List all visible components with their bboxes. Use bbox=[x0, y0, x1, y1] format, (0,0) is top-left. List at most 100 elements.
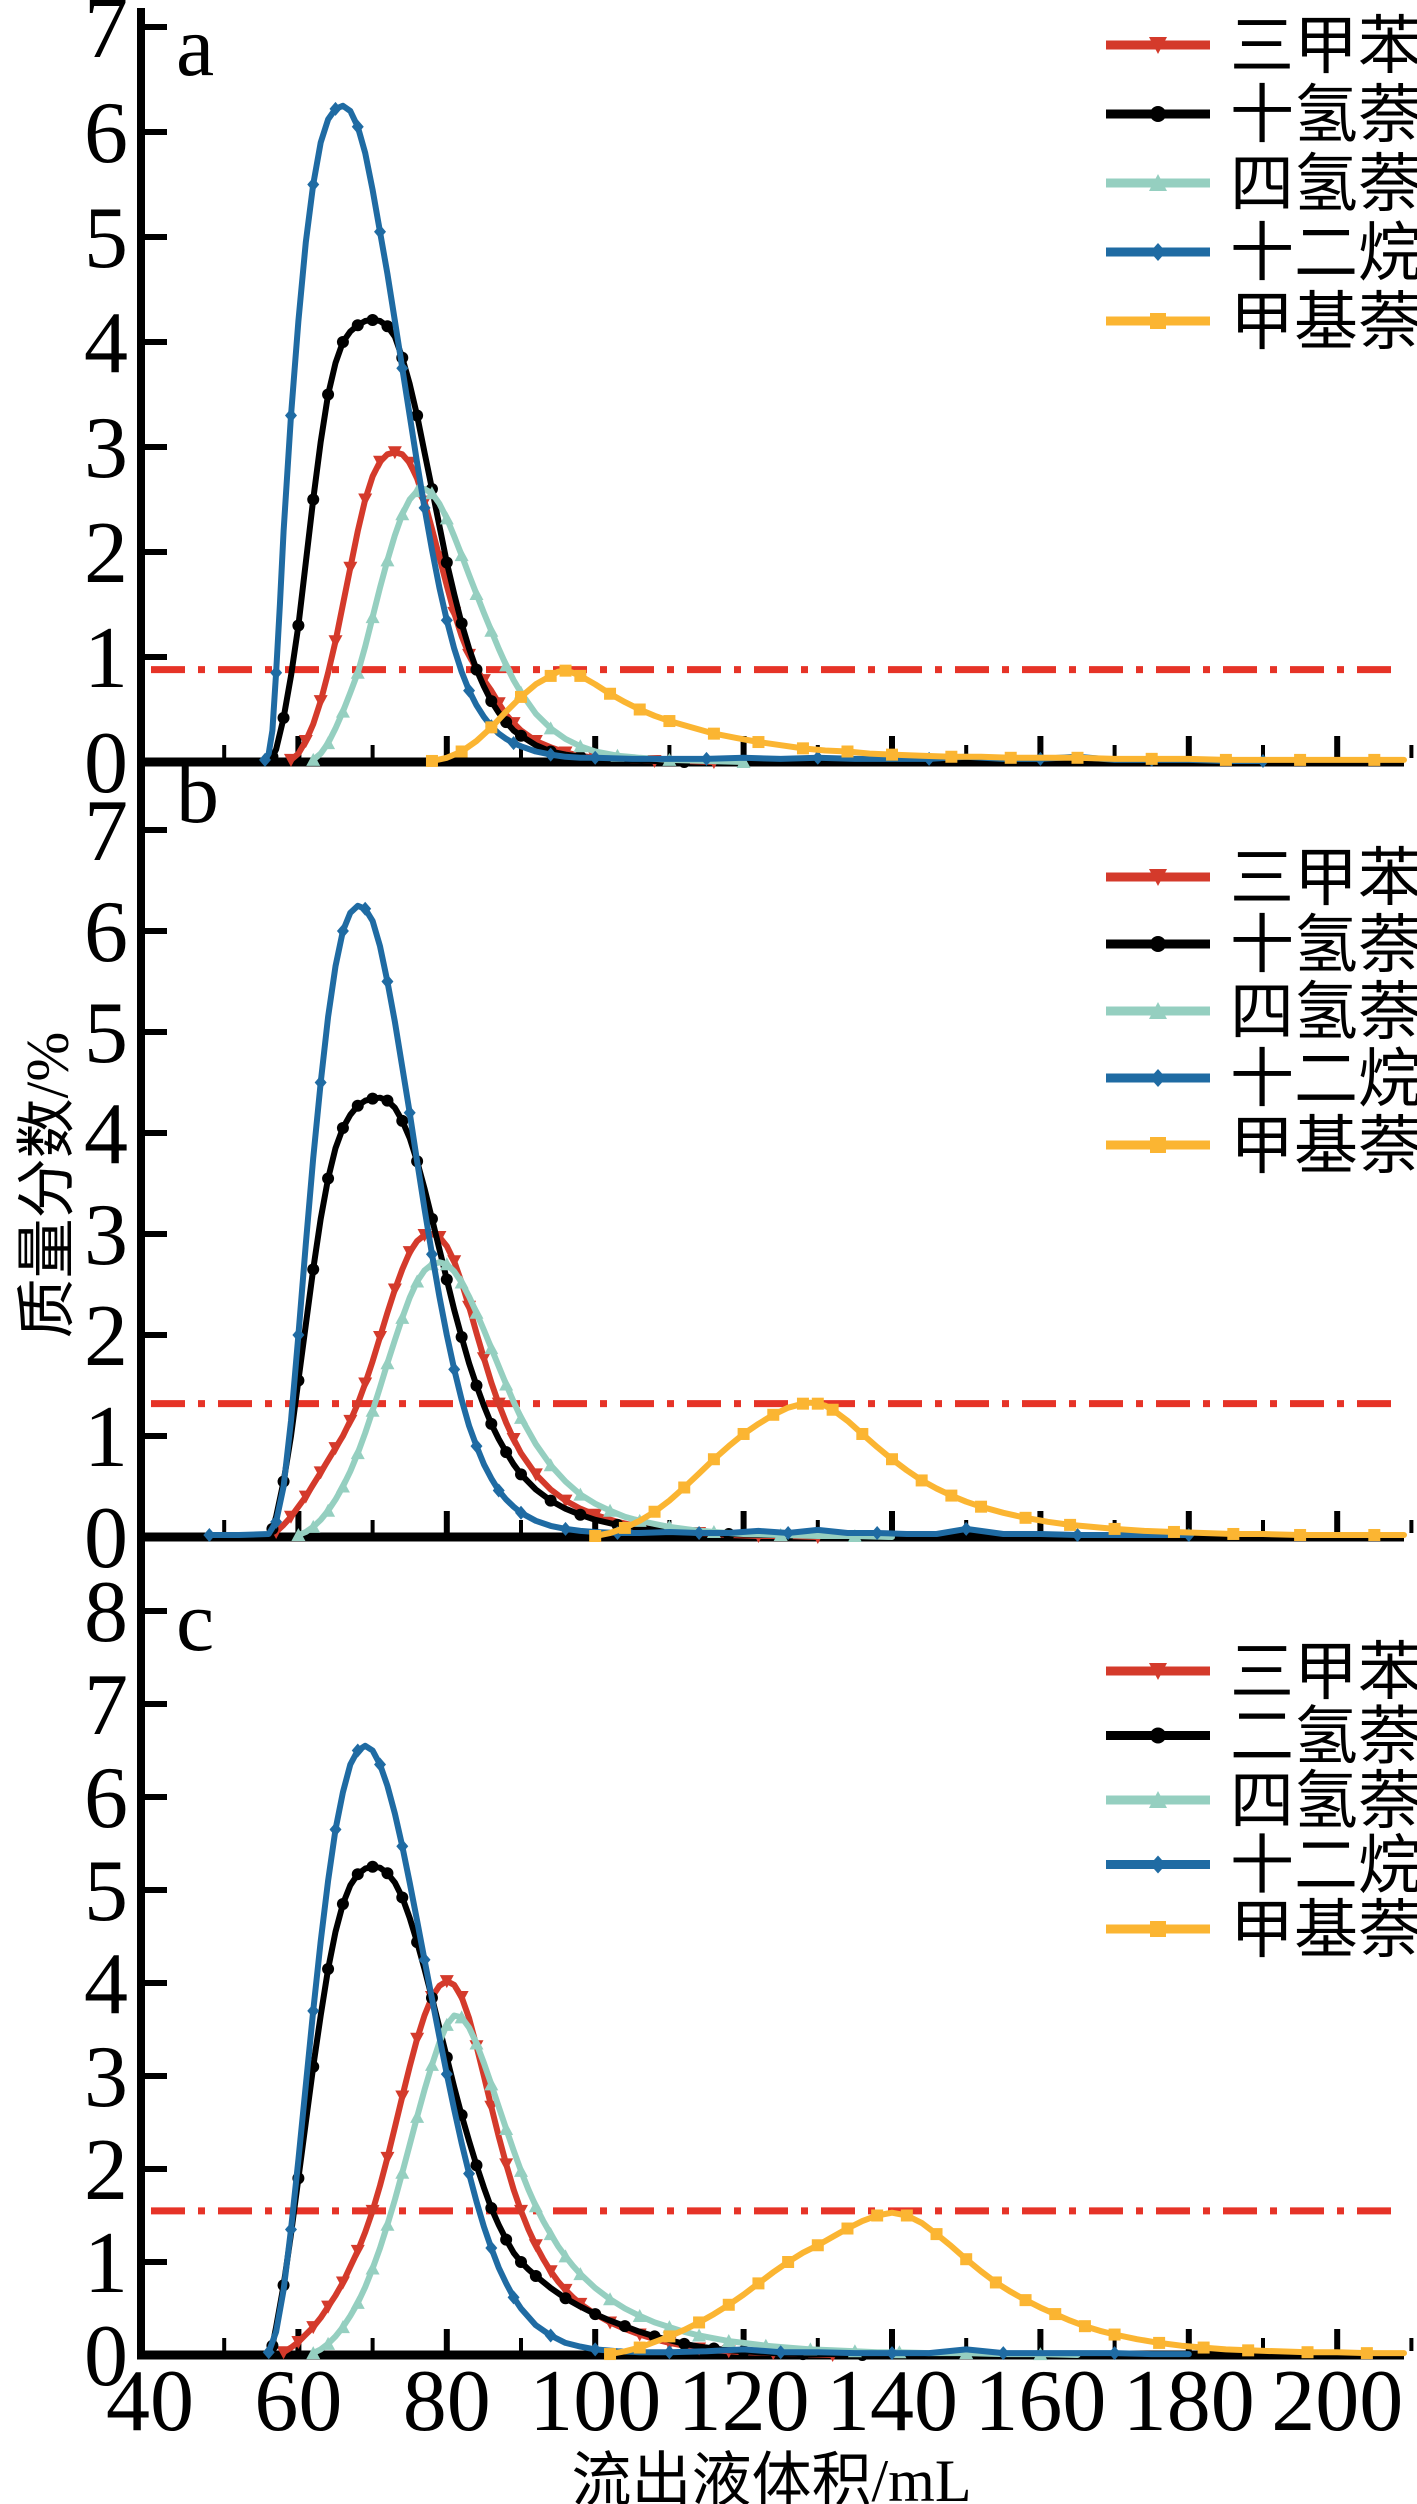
marker-diamond bbox=[396, 1839, 409, 1854]
marker-triangle-down bbox=[358, 1377, 373, 1391]
marker-triangle-up bbox=[603, 2292, 618, 2306]
y-tick-label: 7 bbox=[84, 1657, 128, 1754]
marker-triangle-up bbox=[365, 610, 380, 624]
marker-circle bbox=[485, 1417, 498, 1430]
marker-square bbox=[1167, 1525, 1180, 1538]
legend-marker-triangle-down bbox=[1149, 869, 1167, 886]
marker-circle bbox=[515, 2256, 527, 2268]
marker-circle bbox=[440, 556, 453, 569]
marker-square bbox=[1019, 2294, 1032, 2307]
marker-diamond bbox=[589, 2342, 602, 2357]
panel-b-series-4-line bbox=[592, 1399, 1407, 1539]
marker-triangle-down bbox=[558, 1494, 573, 1508]
marker-triangle-up bbox=[543, 1458, 558, 1472]
marker-triangle-down bbox=[528, 2239, 543, 2253]
legend-label: 十二烷 bbox=[1230, 1831, 1417, 1902]
marker-square bbox=[1153, 2336, 1166, 2349]
marker-diamond bbox=[515, 1505, 527, 1520]
panel-a-series-3-line bbox=[262, 102, 1266, 764]
marker-triangle-up bbox=[558, 2249, 573, 2263]
marker-triangle-up bbox=[528, 2199, 543, 2213]
x-tick-label: 60 bbox=[254, 2353, 342, 2450]
y-tick-label: 8 bbox=[84, 1564, 128, 1661]
marker-diamond bbox=[329, 101, 342, 116]
marker-square bbox=[604, 687, 617, 700]
panel-label-b: b bbox=[176, 745, 219, 841]
marker-triangle-up bbox=[573, 739, 588, 753]
marker-diamond bbox=[997, 2346, 1010, 2361]
legend-label: 三甲苯 bbox=[1230, 1637, 1417, 1708]
marker-square bbox=[1078, 2320, 1091, 2333]
marker-triangle-down bbox=[543, 2265, 558, 2279]
panel-c-series-3-markers bbox=[262, 1743, 1121, 2361]
legend-marker-circle bbox=[1150, 106, 1166, 122]
marker-square bbox=[485, 721, 498, 734]
marker-square bbox=[663, 715, 676, 728]
marker-circle bbox=[515, 1468, 527, 1481]
marker-square bbox=[1197, 2341, 1210, 2354]
marker-diamond bbox=[871, 1525, 884, 1540]
marker-triangle-down bbox=[313, 1466, 328, 1480]
legend-marker-triangle-down bbox=[1149, 1663, 1167, 1680]
marker-circle bbox=[485, 2202, 498, 2215]
marker-triangle-down bbox=[298, 1490, 313, 1504]
marker-circle bbox=[515, 729, 527, 742]
legend-marker-circle bbox=[1150, 936, 1166, 952]
panel-a-legend-item-4: 甲基萘 bbox=[1106, 287, 1417, 358]
marker-triangle-up bbox=[335, 2320, 350, 2334]
marker-square bbox=[1242, 2344, 1255, 2357]
legend-label: 三甲苯 bbox=[1230, 843, 1417, 914]
legend-marker-diamond bbox=[1150, 1855, 1166, 1874]
marker-square bbox=[960, 2253, 973, 2266]
marker-square bbox=[678, 1481, 691, 1494]
panel-c-legend-item-3: 十二烷 bbox=[1106, 1831, 1417, 1902]
marker-square bbox=[1145, 752, 1158, 765]
x-tick-label: 100 bbox=[529, 2353, 661, 2450]
panel-a-legend-item-3: 十二烷 bbox=[1106, 218, 1417, 289]
marker-triangle-down bbox=[476, 1352, 491, 1366]
marker-diamond bbox=[463, 2166, 476, 2181]
marker-diamond bbox=[448, 1362, 461, 1377]
legend-label: 甲基萘 bbox=[1230, 1111, 1417, 1182]
marker-triangle-up bbox=[454, 1275, 469, 1289]
panel-a-legend-item-1: 十氢萘 bbox=[1106, 80, 1417, 151]
marker-triangle-up bbox=[365, 1403, 380, 1417]
marker-triangle-down bbox=[276, 2346, 291, 2360]
marker-diamond bbox=[381, 974, 394, 989]
marker-triangle-down bbox=[358, 493, 373, 507]
marker-triangle-up bbox=[439, 511, 454, 525]
panel-c-legend-item-4: 甲基萘 bbox=[1106, 1895, 1417, 1966]
marker-square bbox=[1301, 2346, 1314, 2359]
panel-a-series-2-line bbox=[310, 486, 747, 765]
marker-circle bbox=[307, 1263, 320, 1276]
marker-square bbox=[589, 1529, 602, 1542]
marker-diamond bbox=[463, 683, 476, 698]
marker-triangle-up bbox=[306, 752, 321, 766]
marker-circle bbox=[336, 1121, 349, 1134]
marker-square bbox=[752, 2277, 765, 2290]
marker-triangle-up bbox=[424, 486, 439, 500]
marker-triangle-down bbox=[387, 1283, 402, 1297]
marker-square bbox=[945, 1489, 958, 1502]
panel-c-legend-item-0: 三甲苯 bbox=[1106, 1637, 1417, 1708]
marker-square bbox=[796, 742, 809, 755]
marker-triangle-up bbox=[335, 1479, 350, 1493]
y-tick-label: 0 bbox=[84, 1490, 128, 1587]
marker-circle bbox=[366, 1092, 379, 1105]
marker-square bbox=[1049, 2308, 1062, 2321]
x-tick-label: 180 bbox=[1123, 2353, 1255, 2450]
marker-triangle-up bbox=[632, 2308, 647, 2322]
legend-label: 甲基萘 bbox=[1230, 287, 1417, 358]
marker-circle bbox=[322, 1172, 335, 1185]
marker-circle bbox=[381, 1867, 394, 1880]
marker-circle bbox=[529, 2269, 542, 2282]
marker-square bbox=[782, 2256, 795, 2268]
marker-square bbox=[1071, 751, 1084, 764]
marker-triangle-up bbox=[439, 2017, 454, 2031]
marker-triangle-up bbox=[573, 1487, 588, 1501]
panel-b-legend-item-2: 四氢萘 bbox=[1106, 977, 1417, 1048]
marker-circle bbox=[277, 711, 290, 724]
